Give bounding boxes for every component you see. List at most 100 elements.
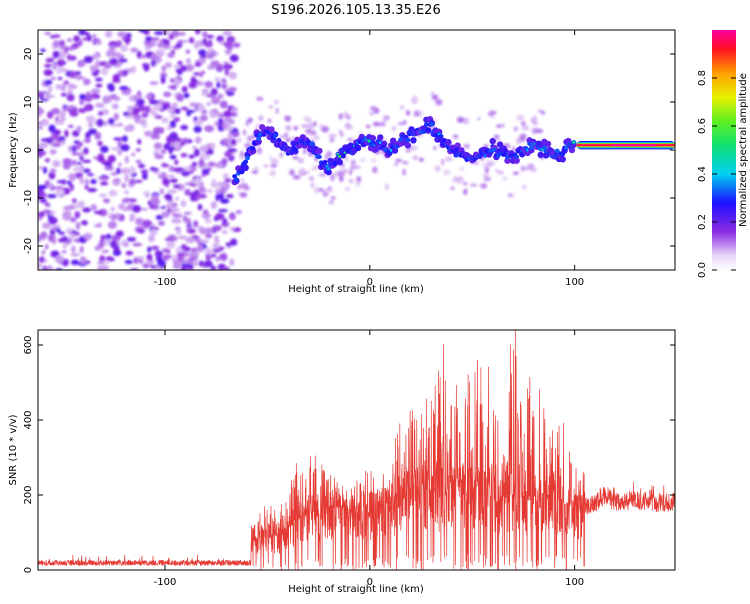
spectrogram-y-axis-label: Frequency (Hz) [8,112,19,188]
noise-blob [128,178,136,186]
noise-blob [40,118,50,126]
halo-blob [256,96,262,101]
noise-blob [188,83,198,87]
chart-title: S196.2026.105.13.35.E26 [271,3,440,18]
noise-blob [48,216,58,225]
halo-blob [482,162,487,168]
halo-blob [398,121,404,126]
noise-blob [38,256,45,263]
halo-blob [350,159,357,166]
signal-halo [504,157,511,164]
signal-halo [544,140,552,148]
signal-core [338,155,342,158]
noise-blob [74,146,81,150]
noise-blob [163,91,172,98]
noise-blob [193,72,201,76]
noise-blob [70,173,76,182]
halo-blob [355,181,361,187]
noise-blob [66,54,72,61]
noise-blob [47,85,53,93]
noise-blob [95,102,103,108]
noise-blob [161,248,170,253]
halo-blob [325,189,329,193]
noise-blob [206,247,212,255]
signal-blob [529,145,534,150]
halo-blob [384,183,390,191]
noise-blob [222,266,230,270]
noise-blob [192,179,201,185]
halo-blob [516,114,525,121]
noise-blob [115,230,124,237]
halo-blob [240,177,244,185]
signal-blob [438,134,444,139]
noise-blob [134,117,140,124]
noise-blob [98,176,106,180]
signal-blob [232,174,238,179]
noise-blob [180,199,187,208]
noise-blob [120,167,131,175]
noise-blob [162,163,169,168]
halo-blob [256,147,263,154]
noise-blob [103,198,111,204]
noise-blob [172,262,182,269]
noise-blob [157,172,163,177]
y-tick-label: 400 [23,410,34,429]
noise-blob [193,120,203,126]
halo-blob [489,110,497,115]
halo-blob [293,125,299,131]
halo-blob [248,117,253,121]
signal-halo [568,146,576,154]
signal-blob [272,133,278,138]
signal-blob [495,153,501,158]
noise-blob [66,227,73,233]
noise-blob [186,228,197,234]
noise-blob [228,71,237,80]
noise-blob [91,34,97,39]
noise-blob [223,137,228,146]
noise-blob [225,242,232,247]
signal-blob [309,141,315,146]
noise-blob [202,30,208,38]
noise-blob [54,185,65,191]
noise-blob [79,98,85,106]
halo-blob [459,166,465,171]
noise-blob [201,211,211,220]
halo-blob [457,180,464,184]
noise-blob [193,40,200,49]
noise-blob [199,186,206,194]
noise-blob [117,149,123,156]
noise-blob [58,231,66,235]
snr-peak-point [488,367,490,368]
halo-blob [356,176,362,183]
noise-blob [133,256,139,264]
noise-blob [177,39,184,45]
noise-blob [49,35,56,39]
noise-blob [124,242,129,247]
noise-blob [47,182,54,189]
noise-blob [93,210,104,215]
noise-blob [174,159,179,165]
noise-blob [196,244,204,253]
halo-blob [329,187,333,193]
halo-blob [405,148,411,153]
halo-blob [279,152,283,158]
noise-blob [204,81,213,88]
noise-blob [39,142,49,149]
noise-blob [190,196,197,202]
noise-blob [227,38,235,43]
signal-halo [316,147,323,155]
noise-blob [56,60,67,65]
halo-blob [311,165,316,171]
noise-blob [222,30,233,37]
noise-blob [92,39,98,46]
halo-blob [480,183,488,189]
noise-blob [162,257,170,261]
noise-blob [226,121,232,130]
snr-line [38,330,675,570]
noise-blob [83,31,90,36]
y-tick-label: -10 [23,190,34,206]
noise-blob [106,233,112,240]
noise-blob [155,50,164,58]
noise-blob [217,209,228,213]
noise-blob [112,178,121,182]
